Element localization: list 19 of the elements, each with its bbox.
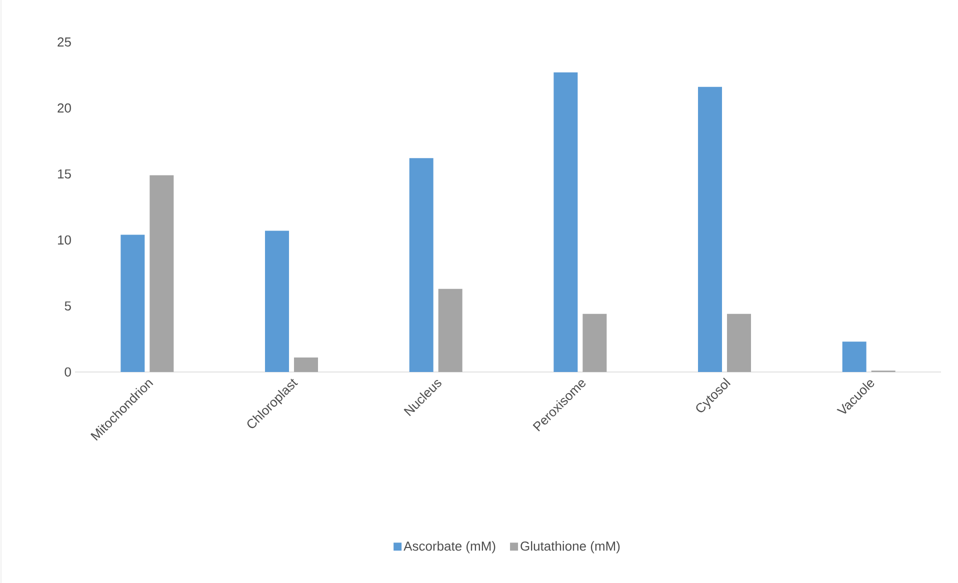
bar <box>438 288 462 372</box>
bar <box>294 357 318 372</box>
y-tick-label: 25 <box>58 37 71 47</box>
bar <box>698 86 722 372</box>
y-tick-label: 5 <box>64 301 71 311</box>
bar <box>727 314 751 372</box>
y-tick-label: 20 <box>58 103 71 113</box>
y-tick-label: 0 <box>64 367 71 377</box>
bar <box>554 72 578 372</box>
bar <box>409 158 434 372</box>
bar <box>120 234 145 372</box>
y-tick-label: 15 <box>58 169 71 179</box>
bar <box>265 230 290 372</box>
legend-label: Ascorbate (mM) <box>404 541 496 554</box>
legend-label: Glutathione (mM) <box>520 541 620 554</box>
bar <box>842 342 866 372</box>
bar <box>150 175 174 372</box>
bar <box>582 314 607 372</box>
y-tick-label: 10 <box>58 235 71 245</box>
